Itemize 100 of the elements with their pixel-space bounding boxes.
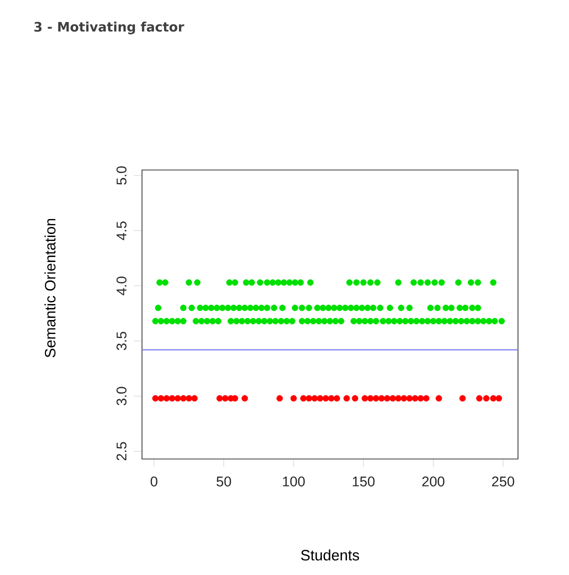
x-axis-title: Students: [301, 549, 360, 560]
point: [469, 304, 476, 312]
point: [367, 395, 374, 402]
point: [328, 395, 335, 402]
point: [214, 304, 220, 312]
point: [216, 395, 223, 402]
point: [376, 304, 384, 312]
x-tick-label: 100: [283, 476, 305, 486]
point: [279, 304, 286, 312]
point: [292, 279, 298, 286]
point: [198, 318, 205, 324]
point: [486, 318, 492, 324]
point: [290, 395, 297, 402]
point: [350, 318, 357, 324]
point: [152, 318, 159, 324]
point: [380, 318, 386, 324]
point: [236, 304, 242, 312]
point: [474, 304, 482, 312]
point: [448, 304, 455, 312]
y-tick-label: 2.5: [116, 442, 126, 460]
point: [336, 304, 343, 312]
point: [390, 318, 398, 324]
point: [370, 304, 376, 312]
point: [406, 304, 413, 312]
point: [230, 304, 237, 312]
point: [468, 279, 474, 286]
point: [180, 395, 187, 402]
point: [326, 318, 334, 324]
point: [250, 318, 256, 324]
point: [272, 318, 279, 324]
point: [242, 304, 248, 312]
point: [196, 304, 204, 312]
point: [476, 395, 483, 402]
point: [442, 304, 450, 312]
point: [306, 304, 312, 312]
point: [410, 279, 417, 286]
point: [219, 304, 226, 312]
point: [316, 395, 324, 402]
point: [168, 318, 176, 324]
point: [316, 318, 322, 324]
point: [374, 279, 381, 286]
point: [364, 304, 371, 312]
point: [310, 318, 316, 324]
point: [367, 279, 374, 286]
point: [424, 279, 431, 286]
point: [242, 395, 248, 402]
point: [483, 395, 490, 402]
point: [438, 279, 445, 286]
point: [232, 395, 238, 402]
point: [188, 304, 195, 312]
point: [490, 279, 496, 286]
point: [325, 304, 332, 312]
point: [417, 395, 424, 402]
point: [385, 318, 392, 324]
point: [412, 395, 418, 402]
point: [306, 395, 312, 402]
x-tick-label: 50: [216, 476, 232, 486]
point: [192, 318, 200, 324]
point: [353, 279, 360, 286]
point: [204, 318, 210, 324]
point: [209, 318, 216, 324]
point: [276, 395, 283, 402]
point: [356, 318, 362, 324]
point: [372, 318, 380, 324]
point: [186, 395, 192, 402]
chart-title: 3 - Motivating factor: [34, 22, 184, 34]
point: [455, 279, 462, 286]
point: [452, 318, 459, 324]
point: [224, 304, 232, 312]
point: [314, 304, 321, 312]
point: [469, 318, 476, 324]
point: [446, 318, 454, 324]
point: [280, 279, 288, 286]
point: [278, 318, 284, 324]
point: [307, 279, 314, 286]
point: [498, 318, 505, 324]
point: [154, 304, 162, 312]
point: [320, 304, 326, 312]
point: [162, 279, 168, 286]
point: [386, 304, 394, 312]
point: [248, 279, 255, 286]
point: [441, 318, 448, 324]
point: [413, 318, 420, 324]
point: [252, 304, 260, 312]
point: [408, 318, 414, 324]
point: [180, 304, 187, 312]
point: [378, 395, 385, 402]
point: [434, 304, 441, 312]
point: [496, 395, 502, 402]
point: [348, 304, 354, 312]
point: [269, 279, 276, 286]
point: [474, 318, 482, 324]
point: [427, 304, 434, 312]
point: [423, 395, 430, 402]
point: [163, 318, 170, 324]
point: [346, 279, 353, 286]
point: [352, 395, 358, 402]
point: [338, 318, 344, 324]
point: [367, 318, 374, 324]
point: [417, 279, 424, 286]
